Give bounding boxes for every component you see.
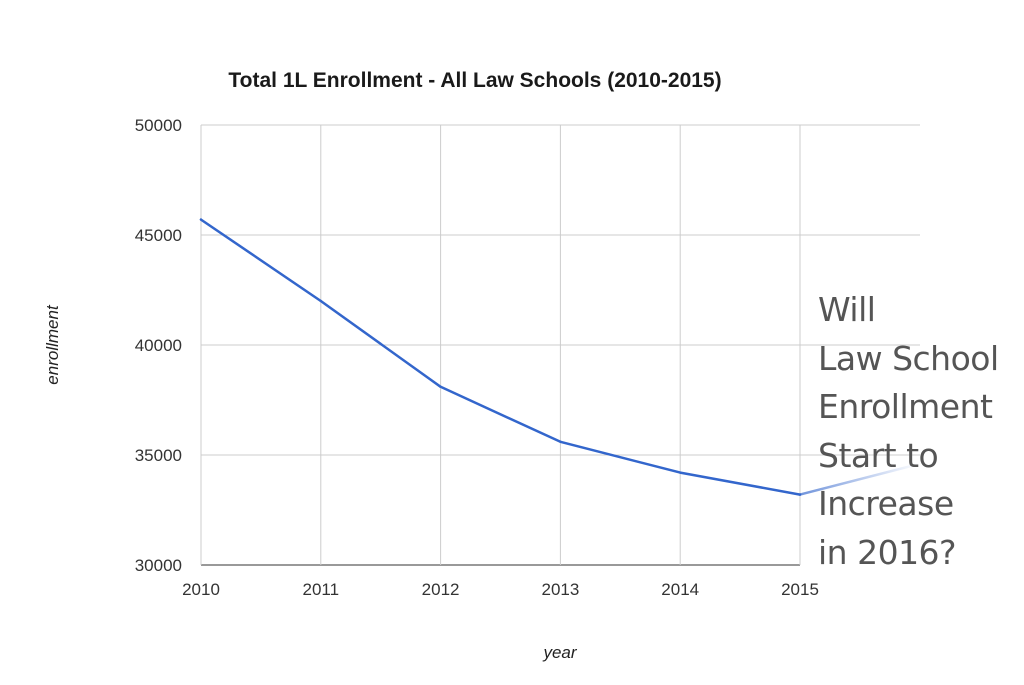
x-axis-ticks: 2010 2011 2012 2013 2014 2015: [182, 580, 819, 599]
x-axis-label: year: [542, 643, 577, 662]
x-tick-label: 2011: [303, 580, 340, 599]
data-point: [199, 218, 203, 221]
question-annotation: Will Law School Enrollment Start to Increase…: [818, 286, 1018, 577]
y-tick-label: 40000: [135, 336, 182, 355]
chart-title: Total 1L Enrollment - All Law Schools (2…: [228, 69, 721, 92]
annotation-line: Law School: [818, 338, 999, 378]
x-tick-label: 2010: [182, 580, 220, 599]
x-tick-label: 2013: [541, 580, 579, 599]
y-tick-label: 30000: [135, 556, 182, 575]
x-tick-label: 2014: [661, 580, 699, 599]
y-axis-ticks: 30000 35000 40000 45000 50000: [135, 116, 182, 575]
y-tick-label: 50000: [135, 116, 182, 135]
data-point: [679, 471, 682, 474]
series: [199, 218, 922, 496]
x-tick-label: 2012: [422, 580, 460, 599]
series-line: [199, 218, 802, 496]
y-tick-label: 45000: [135, 226, 182, 245]
y-axis-label: enrollment: [43, 304, 62, 385]
y-tick-label: 35000: [135, 446, 182, 465]
data-point: [439, 385, 442, 388]
annotation-line: Increase: [818, 484, 954, 523]
annotation-line: Enrollment: [818, 387, 993, 426]
annotation-line: Will: [818, 290, 876, 329]
annotation-line: in 2016?: [818, 532, 957, 572]
grid: [200, 124, 920, 566]
projection-line: [798, 462, 922, 496]
annotation-line: Start to: [818, 435, 939, 475]
data-point: [319, 299, 322, 303]
data-point: [559, 440, 562, 443]
x-tick-label: 2015: [781, 580, 819, 599]
